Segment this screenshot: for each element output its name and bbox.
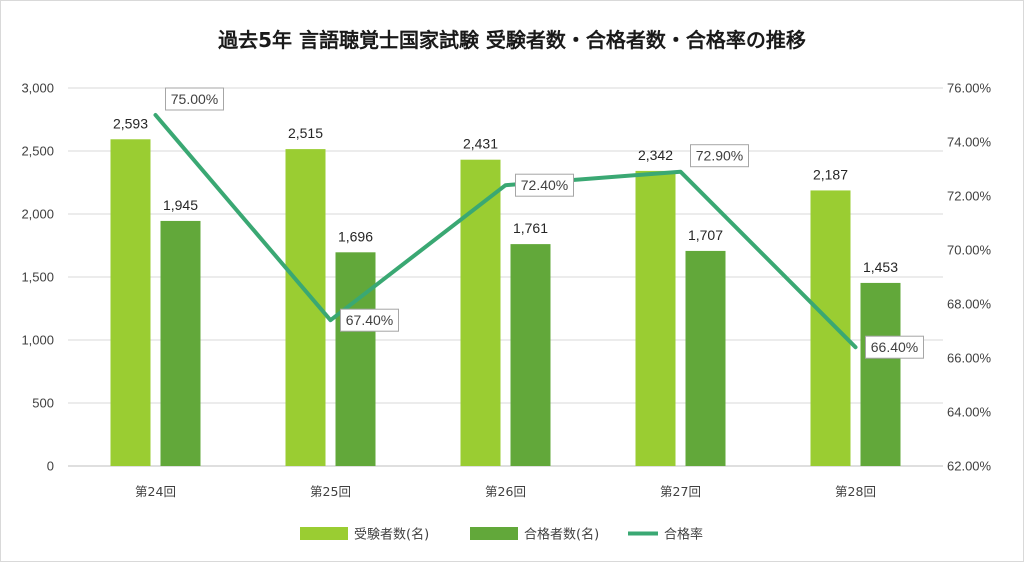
category-label: 第27回 xyxy=(660,484,701,499)
rate-label-text: 67.40% xyxy=(346,312,393,328)
category-label: 第28回 xyxy=(835,484,876,499)
rate-label-box xyxy=(515,173,574,197)
left-tick-label: 3,000 xyxy=(21,81,54,96)
left-axis-ticks: 0 500 1,000 1,500 2,000 2,500 3,000 xyxy=(21,81,54,474)
left-tick-label: 1,500 xyxy=(21,270,54,285)
bar-passers xyxy=(685,250,726,466)
bar-passers xyxy=(335,252,376,466)
rate-label-text: 75.00% xyxy=(171,91,218,107)
legend-label: 合格率 xyxy=(664,527,703,543)
bar-value-label: 1,696 xyxy=(338,228,373,244)
right-tick-label: 62.00% xyxy=(947,459,992,474)
category-label: 第26回 xyxy=(485,484,526,499)
bar-value-label: 1,707 xyxy=(688,227,723,243)
bars xyxy=(110,139,901,467)
legend-item: 合格者数(名) xyxy=(470,527,599,543)
rate-line xyxy=(153,113,858,350)
legend: 受験者数(名) 合格者数(名) 合格率 xyxy=(300,527,703,543)
bar-examinees xyxy=(110,139,151,467)
legend-label: 受験者数(名) xyxy=(354,527,429,543)
right-tick-label: 68.00% xyxy=(947,297,992,312)
bar-value-label: 2,342 xyxy=(638,147,673,163)
bar-passers xyxy=(160,220,201,466)
bar-examinees xyxy=(460,159,501,466)
rate-labels: 75.00% 67.40% 72.40% 72.90% 66.40% xyxy=(165,87,924,359)
right-axis-ticks: 62.00% 64.00% 66.00% 68.00% 70.00% 72.00% 74.0… xyxy=(947,81,992,474)
left-tick-label: 500 xyxy=(32,396,54,411)
bar-value-label: 2,431 xyxy=(463,136,498,152)
left-tick-label: 2,000 xyxy=(21,207,54,222)
legend-item: 受験者数(名) xyxy=(300,527,429,543)
legend-item: 合格率 xyxy=(628,527,703,543)
left-tick-label: 0 xyxy=(47,459,54,474)
category-label: 第25回 xyxy=(310,484,351,499)
bar-value-label: 1,761 xyxy=(513,220,548,236)
rate-label-text: 66.40% xyxy=(871,339,918,355)
rate-label: 75.00% xyxy=(165,87,224,111)
rate-label: 67.40% xyxy=(340,308,399,332)
right-tick-label: 76.00% xyxy=(947,81,992,96)
bar-value-label: 1,945 xyxy=(163,197,198,213)
rate-label-box xyxy=(165,87,224,111)
right-tick-label: 66.00% xyxy=(947,351,992,366)
legend-swatch xyxy=(470,527,518,540)
rate-label: 66.40% xyxy=(865,335,924,359)
bar-passers xyxy=(860,282,901,466)
rate-label-text: 72.40% xyxy=(521,177,568,193)
rate-label-box xyxy=(690,144,749,168)
rate-label-box xyxy=(340,308,399,332)
rate-line-path xyxy=(153,113,858,350)
legend-label: 合格者数(名) xyxy=(524,527,599,543)
category-label: 第24回 xyxy=(135,484,176,499)
gridlines xyxy=(68,87,943,467)
legend-swatch xyxy=(300,527,348,540)
right-tick-label: 64.00% xyxy=(947,405,992,420)
rate-label-text: 72.90% xyxy=(696,148,743,164)
right-tick-label: 74.00% xyxy=(947,135,992,150)
bar-labels: 2,593 2,515 2,431 2,342 2,187 1,945 1,696 1,761… xyxy=(113,115,898,275)
chart-title: 過去5年 言語聴覚士国家試験 受験者数・合格者数・合格率の推移 xyxy=(218,28,806,52)
bar-value-label: 2,593 xyxy=(113,115,148,131)
bar-examinees xyxy=(635,170,676,466)
right-tick-label: 72.00% xyxy=(947,189,992,204)
category-labels: 第24回 第25回 第26回 第27回 第28回 xyxy=(135,484,876,499)
bar-passers xyxy=(510,244,551,466)
left-tick-label: 1,000 xyxy=(21,333,54,348)
bar-value-label: 1,453 xyxy=(863,259,898,275)
rate-label: 72.90% xyxy=(690,144,749,168)
rate-label: 72.40% xyxy=(515,173,574,197)
bar-examinees xyxy=(810,190,851,467)
bar-value-label: 2,515 xyxy=(288,125,323,141)
rate-label-box xyxy=(865,335,924,359)
right-tick-label: 70.00% xyxy=(947,243,992,258)
bar-value-label: 2,187 xyxy=(813,166,848,182)
left-tick-label: 2,500 xyxy=(21,144,54,159)
